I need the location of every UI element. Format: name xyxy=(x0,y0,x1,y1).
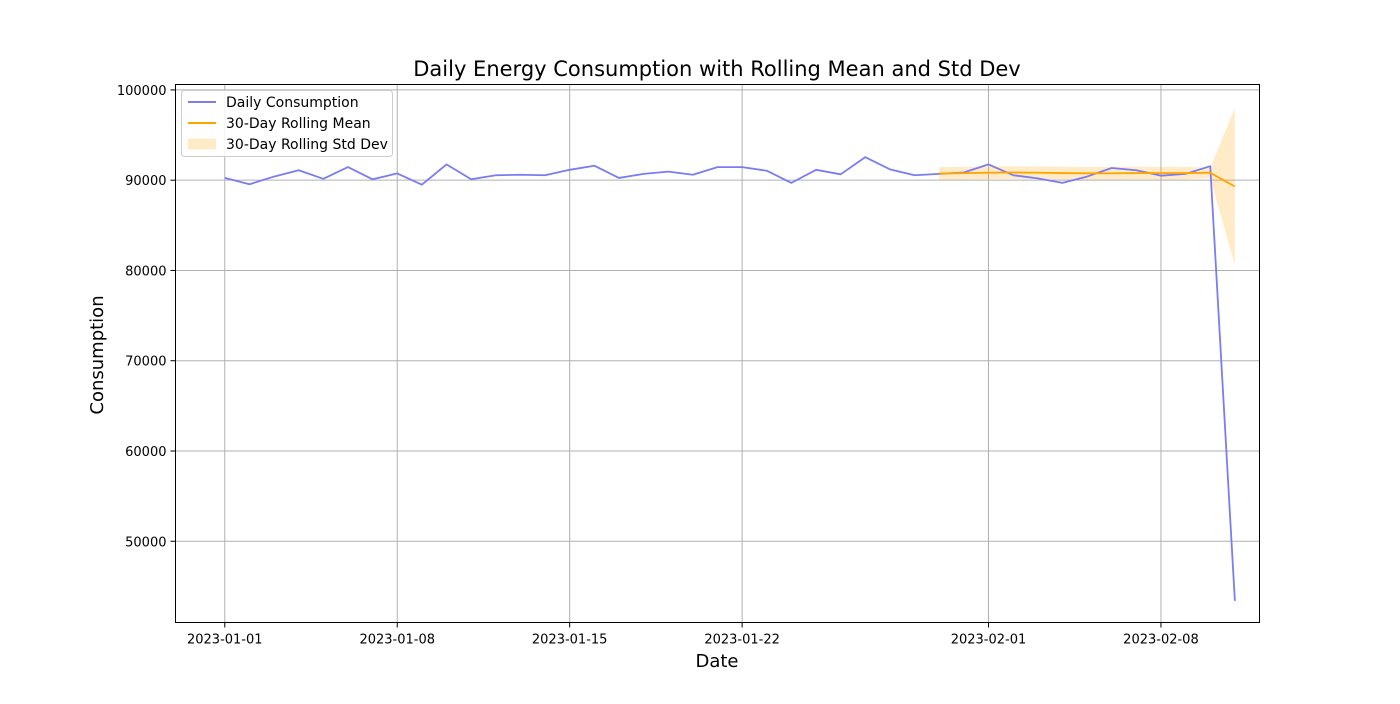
y-tick-label: 100000 xyxy=(117,84,167,99)
legend-box xyxy=(181,90,393,157)
x-tick-label: 2023-01-15 xyxy=(532,633,608,648)
legend: Daily Consumption 30-Day Rolling Mean 30… xyxy=(181,90,393,157)
series-lines xyxy=(224,156,1236,601)
grid-lines xyxy=(175,84,1260,623)
y-axis-ticks: 50000 60000 70000 80000 90000 100000 xyxy=(117,84,176,550)
x-tick-label: 2023-01-01 xyxy=(187,633,263,648)
y-axis-label: Consumption xyxy=(87,295,108,414)
legend-label-daily-consumption: Daily Consumption xyxy=(226,95,359,111)
rolling-mean-line xyxy=(939,171,1236,188)
plot-frame xyxy=(175,84,1260,623)
y-tick-label: 60000 xyxy=(125,445,166,460)
y-tick-label: 80000 xyxy=(125,264,166,279)
y-tick-label: 70000 xyxy=(125,355,166,370)
x-axis-label: Date xyxy=(695,651,738,672)
x-axis-ticks: 2023-01-01 2023-01-08 2023-01-15 2023-01-22… xyxy=(187,622,1199,648)
y-tick-label: 90000 xyxy=(125,174,166,189)
daily-consumption-line xyxy=(224,156,1236,601)
legend-swatch-std-dev xyxy=(188,138,216,150)
legend-label-rolling-mean: 30-Day Rolling Mean xyxy=(226,116,371,132)
x-tick-label: 2023-02-01 xyxy=(951,633,1027,648)
y-tick-label: 50000 xyxy=(125,535,166,550)
x-tick-label: 2023-01-08 xyxy=(359,633,435,648)
legend-label-std-dev: 30-Day Rolling Std Dev xyxy=(226,137,388,153)
x-tick-label: 2023-01-22 xyxy=(704,633,780,648)
x-tick-label: 2023-02-08 xyxy=(1123,633,1199,648)
chart-title: Daily Energy Consumption with Rolling Me… xyxy=(413,57,1020,81)
